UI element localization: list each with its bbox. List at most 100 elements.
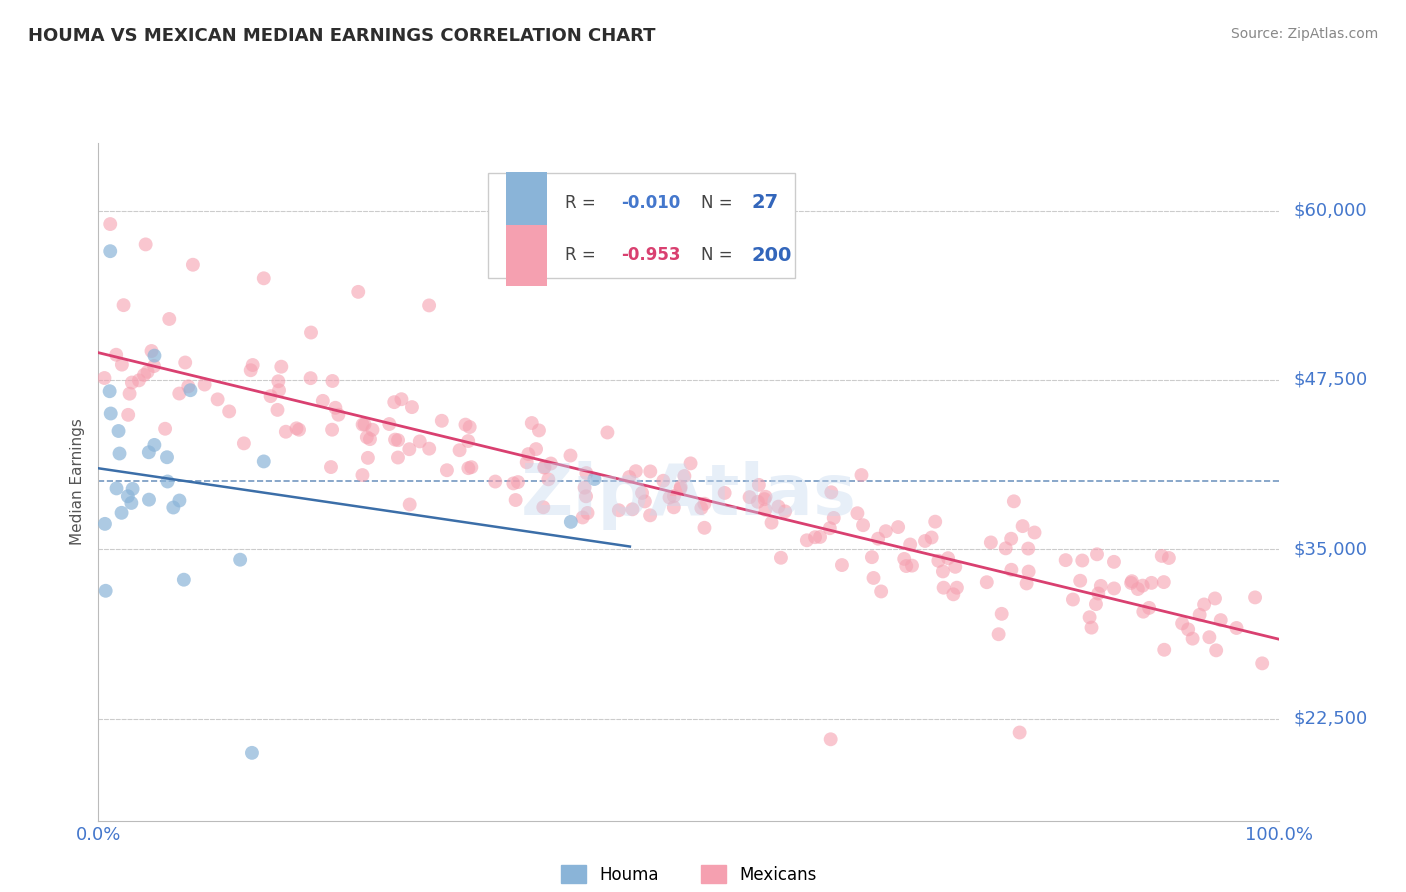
Point	[105, 482, 128, 496]
Point	[520, 416, 543, 430]
Point	[418, 442, 440, 456]
Point	[312, 393, 335, 408]
Point	[516, 455, 538, 469]
Point	[378, 417, 401, 431]
Point	[174, 355, 197, 369]
Point	[359, 432, 381, 446]
Point	[94, 583, 117, 598]
Point	[117, 489, 139, 503]
Point	[773, 504, 796, 518]
Point	[1080, 621, 1102, 635]
Point	[1084, 597, 1107, 611]
Point	[1071, 553, 1094, 567]
Point	[1126, 582, 1149, 596]
Point	[533, 459, 555, 474]
Point	[693, 497, 716, 511]
Point	[325, 401, 347, 415]
Point	[1153, 642, 1175, 657]
Point	[1054, 553, 1077, 567]
Point	[270, 359, 292, 374]
Point	[808, 530, 831, 544]
Point	[229, 552, 252, 566]
FancyBboxPatch shape	[488, 173, 796, 278]
Point	[299, 371, 322, 385]
Point	[754, 492, 776, 507]
Point	[1087, 586, 1109, 600]
Point	[634, 494, 657, 508]
Point	[143, 349, 166, 363]
Point	[1090, 579, 1112, 593]
Text: ZipAtlas: ZipAtlas	[522, 461, 856, 530]
Point	[259, 389, 281, 403]
Point	[299, 326, 322, 340]
Point	[621, 502, 644, 516]
Point	[121, 376, 143, 390]
Point	[449, 443, 471, 458]
Point	[98, 217, 121, 231]
Point	[457, 434, 479, 448]
Point	[1000, 532, 1022, 546]
Text: Source: ZipAtlas.com: Source: ZipAtlas.com	[1230, 27, 1378, 41]
Point	[98, 244, 121, 259]
Point	[669, 482, 692, 496]
Point	[274, 425, 297, 439]
Point	[156, 450, 179, 465]
Text: $47,500: $47,500	[1294, 371, 1368, 389]
Point	[820, 485, 842, 500]
Point	[976, 575, 998, 590]
Point	[693, 521, 716, 535]
Point	[1209, 613, 1232, 627]
Point	[179, 383, 201, 397]
Point	[624, 464, 647, 478]
Point	[607, 503, 630, 517]
Point	[1192, 598, 1215, 612]
Point	[240, 746, 263, 760]
Point	[868, 532, 890, 546]
Point	[560, 515, 582, 529]
Text: HOUMA VS MEXICAN MEDIAN EARNINGS CORRELATION CHART: HOUMA VS MEXICAN MEDIAN EARNINGS CORRELA…	[28, 27, 655, 45]
Point	[418, 298, 440, 312]
Point	[901, 558, 924, 573]
Point	[120, 496, 142, 510]
Point	[748, 478, 770, 492]
Point	[943, 559, 966, 574]
Legend: Houma, Mexicans: Houma, Mexicans	[555, 859, 823, 890]
Point	[143, 359, 166, 373]
Point	[754, 490, 776, 504]
Point	[169, 386, 191, 401]
Point	[1011, 519, 1033, 533]
Point	[253, 454, 276, 468]
Point	[387, 450, 409, 465]
Point	[409, 434, 432, 449]
Point	[436, 463, 458, 477]
Point	[862, 571, 884, 585]
Point	[1157, 551, 1180, 566]
Point	[1251, 657, 1274, 671]
Point	[454, 417, 477, 432]
Point	[1078, 610, 1101, 624]
Point	[128, 373, 150, 387]
Point	[352, 468, 374, 483]
Point	[1225, 621, 1247, 635]
Text: 200: 200	[752, 245, 792, 265]
Point	[173, 573, 195, 587]
Point	[747, 495, 769, 509]
Point	[932, 581, 955, 595]
Point	[823, 511, 845, 525]
Point	[1085, 547, 1108, 561]
Point	[761, 516, 783, 530]
Point	[946, 581, 969, 595]
Point	[662, 500, 685, 515]
Point	[527, 424, 550, 438]
Point	[387, 433, 409, 447]
Point	[994, 541, 1017, 556]
Point	[804, 530, 827, 544]
Point	[361, 423, 384, 437]
Point	[893, 552, 915, 566]
Point	[157, 312, 180, 326]
Point	[575, 489, 598, 503]
Point	[1119, 576, 1142, 591]
Point	[927, 554, 949, 568]
Point	[382, 395, 405, 409]
Point	[1008, 725, 1031, 739]
